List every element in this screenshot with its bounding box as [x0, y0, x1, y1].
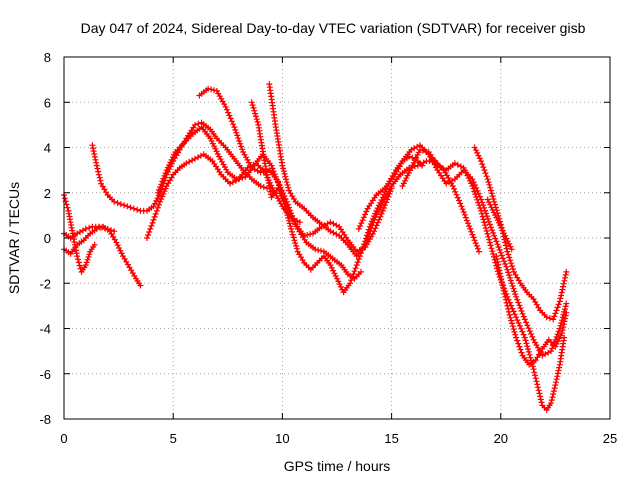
y-tick-label: -4: [39, 322, 51, 337]
series-markers: [399, 146, 568, 413]
series-markers: [493, 253, 570, 368]
x-tick-label: 20: [494, 431, 508, 446]
grid-lines: [64, 57, 610, 419]
y-tick-label: 0: [44, 231, 51, 246]
series-prn-m: [493, 253, 570, 368]
y-axis-label: SDTVAR / TECUs: [6, 182, 22, 294]
data-series: [61, 81, 570, 413]
series-prn-n: [484, 196, 515, 253]
x-tick-label: 10: [275, 431, 289, 446]
y-tick-label: -2: [39, 276, 51, 291]
x-axis-label: GPS time / hours: [284, 458, 391, 474]
y-tick-label: 2: [44, 186, 51, 201]
series-prn-k: [399, 146, 568, 413]
x-tick-label: 15: [384, 431, 398, 446]
y-tick-label: -6: [39, 367, 51, 382]
series-line: [401, 148, 565, 411]
y-tick-label: -8: [39, 412, 51, 427]
series-prn-j: [355, 142, 570, 359]
axis-ticks: 0 5 10 15 20 25 -8 -6 -4 -2 0 2 4 6 8: [39, 50, 617, 446]
x-tick-label: 5: [170, 431, 177, 446]
x-tick-label: 0: [60, 431, 67, 446]
y-tick-label: 8: [44, 50, 51, 65]
y-tick-label: 4: [44, 141, 51, 156]
series-prn-c: [61, 223, 118, 241]
series-markers: [355, 142, 570, 359]
series-prn-l: [471, 144, 570, 323]
x-tick-label: 25: [603, 431, 617, 446]
plot-frame: [63, 56, 611, 420]
series-line: [358, 144, 568, 357]
chart-title: Day 047 of 2024, Sidereal Day-to-day VTE…: [81, 20, 586, 36]
y-tick-label: 6: [44, 95, 51, 110]
series-markers: [484, 196, 515, 253]
series-markers: [471, 144, 570, 323]
